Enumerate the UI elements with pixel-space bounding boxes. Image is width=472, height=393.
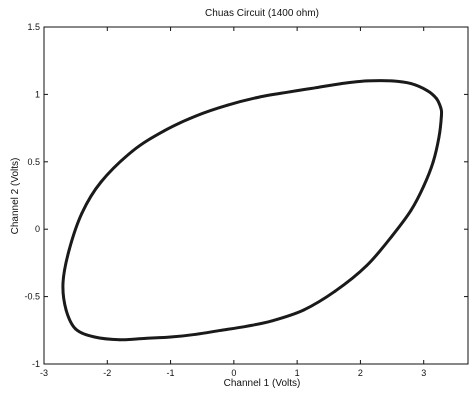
series-point (425, 88, 429, 92)
series-point (162, 129, 166, 133)
x-tick-label: 0 (231, 368, 236, 378)
series-point (64, 308, 68, 312)
series-point (409, 82, 413, 86)
axis-tick-labels: -3 -2 -1 0 1 2 3 -1 -0.5 0 0.5 1 1.5 (24, 22, 426, 378)
series-point (226, 103, 229, 107)
series-point (390, 234, 394, 238)
y-tick-label: -0.5 (24, 292, 40, 302)
series-point (93, 335, 97, 339)
axis-ticks (43, 26, 468, 365)
series-point (340, 82, 343, 86)
series-point (390, 79, 394, 83)
x-tick-label: -1 (167, 368, 175, 378)
series-point (365, 264, 369, 267)
series-point (437, 136, 441, 139)
y-tick-label: 0.5 (27, 157, 40, 167)
series-point (169, 335, 172, 339)
series-point (118, 338, 122, 342)
x-axis-label: Channel 1 (Volts) (224, 378, 301, 389)
series-point (61, 281, 65, 285)
series-point (289, 90, 293, 94)
x-tick-label: 3 (421, 368, 426, 378)
y-tick-label: 1.5 (27, 22, 40, 32)
series-point (245, 324, 248, 328)
y-tick-label: 0 (35, 224, 40, 234)
series-point (194, 332, 198, 336)
series-points (61, 79, 443, 342)
x-tick-label: 1 (295, 368, 300, 378)
series-point (422, 184, 426, 188)
series-point (270, 319, 274, 323)
x-tick-label: -3 (40, 368, 48, 378)
series-point (74, 327, 78, 331)
series-point (440, 114, 443, 118)
series-point (439, 106, 443, 110)
series-line-trajectory (61, 79, 444, 342)
y-axis-label: Channel 2 (Volts) (10, 158, 21, 235)
series-point (99, 180, 103, 184)
series-point (365, 79, 369, 83)
series-point (219, 328, 223, 332)
chart-title: Chuas Circuit (1400 ohm) (205, 8, 319, 19)
series-point (67, 248, 71, 251)
series-point (434, 97, 438, 100)
plot-frame (43, 26, 469, 365)
series-point (302, 308, 305, 312)
series-point (409, 208, 413, 212)
series-point (80, 211, 84, 215)
series-point (143, 336, 147, 340)
y-tick-label: -1 (32, 359, 40, 369)
x-tick-label: 2 (358, 368, 363, 378)
series-point (131, 149, 134, 153)
series-point (194, 114, 198, 118)
series-point (314, 86, 318, 90)
series-point (333, 289, 337, 293)
series-point (257, 95, 261, 99)
series-point (431, 160, 435, 164)
x-tick-label: -2 (103, 368, 111, 378)
y-tick-label: 1 (35, 89, 40, 99)
